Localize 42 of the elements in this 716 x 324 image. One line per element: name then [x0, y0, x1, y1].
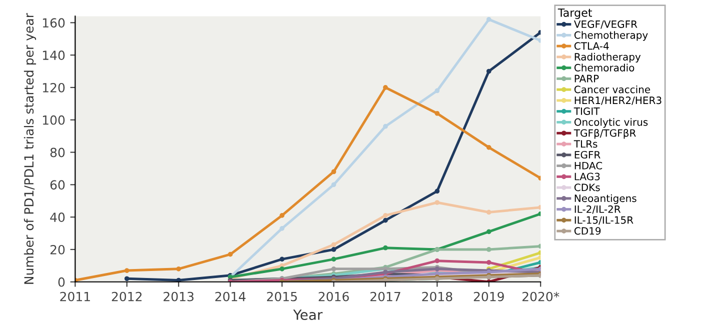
legend-label: LAG3 — [574, 172, 600, 180]
y-tick-label: 100 — [42, 115, 65, 125]
x-tick-label: 2018 — [422, 292, 452, 302]
x-tick-label: 2015 — [267, 292, 297, 302]
legend-label: TIGIT — [574, 107, 600, 115]
y-tick-label: 0 — [58, 277, 65, 287]
y-axis-title: Number of PD1/PDL1 trials started per year — [24, 13, 36, 284]
legend-label: Chemoradio — [574, 64, 634, 72]
legend-label: CTLA-4 — [574, 42, 609, 50]
x-tick-label: 2016 — [318, 292, 349, 302]
y-tick-label: 60 — [50, 180, 65, 190]
legend-label: CDKs — [574, 184, 600, 192]
x-tick-label: 2012 — [112, 292, 142, 302]
x-axis-title: Year — [293, 310, 323, 320]
legend-label: TGFβ/TGFβR — [574, 128, 636, 139]
y-tick-label: 20 — [50, 244, 65, 254]
legend-label: Radiotherapy — [574, 52, 641, 63]
y-tick-label: 40 — [50, 212, 65, 222]
x-tick-label: 2020* — [522, 292, 560, 302]
legend-label: EGFR — [574, 150, 600, 159]
y-tick-label: 140 — [42, 50, 65, 60]
legend-label: TLRs — [574, 140, 598, 148]
y-tick-label: 120 — [42, 82, 65, 92]
legend-label: Cancer vaccine — [574, 85, 650, 94]
legend-label: CD19 — [574, 227, 601, 235]
legend-label: Oncolytic virus — [574, 118, 648, 128]
y-tick-label: 160 — [42, 18, 65, 28]
legend-title: Target — [558, 8, 592, 20]
x-tick-label: 2011 — [60, 292, 90, 302]
x-tick-label: 2019 — [474, 292, 504, 302]
y-tick-label: 80 — [50, 148, 65, 158]
legend-label: PARP — [574, 74, 599, 82]
legend-label: Neoantigens — [574, 194, 636, 204]
legend-label: HDAC — [574, 162, 602, 170]
x-tick-label: 2014 — [215, 292, 246, 302]
legend-label: IL-15/IL-15R — [574, 216, 634, 225]
legend-label: VEGF/VEGFR — [574, 20, 638, 29]
x-tick-label: 2013 — [164, 292, 194, 302]
x-tick-label: 2017 — [370, 292, 400, 302]
legend-label: Chemotherapy — [574, 31, 648, 41]
legend-label: IL-2/IL-2R — [574, 205, 621, 214]
legend-label: HER1/HER2/HER3 — [574, 96, 662, 105]
